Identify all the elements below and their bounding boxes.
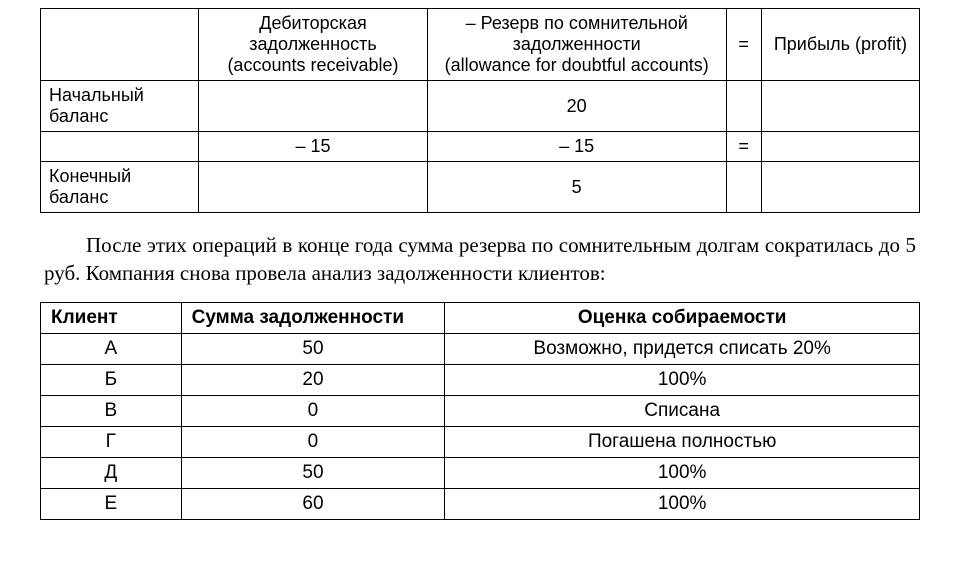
header-receivable: Дебиторская задолженность(accounts recei… [199,9,428,81]
row-label [41,132,199,162]
cell-assess: 100% [445,488,920,519]
cell-client: Г [41,426,182,457]
table-row: В 0 Списана [41,395,920,426]
cell: = [726,132,761,162]
cell-client: А [41,333,182,364]
table-header-row: Дебиторская задолженность(accounts recei… [41,9,920,81]
row-label: Начальный баланс [41,81,199,132]
cell [761,132,919,162]
header-assess: Оценка собираемости [445,302,920,333]
row-label: Конечный баланс [41,162,199,213]
cell [726,81,761,132]
cell [761,81,919,132]
header-profit: Прибыль (profit) [761,9,919,81]
cell [761,162,919,213]
page: Дебиторская задолженность(accounts recei… [0,0,960,583]
table-row: – 15 – 15 = [41,132,920,162]
table-row: Е 60 100% [41,488,920,519]
cell-sum: 50 [181,333,445,364]
table-row: Б 20 100% [41,364,920,395]
cell-sum: 0 [181,426,445,457]
cell-client: Б [41,364,182,395]
header-allowance: – Резерв по сомнительной задолженности(a… [427,9,726,81]
cell-assess: Погашена полностью [445,426,920,457]
cell-sum: 50 [181,457,445,488]
cell-assess: 100% [445,457,920,488]
table-row: А 50 Возможно, придется списать 20% [41,333,920,364]
cell-sum: 60 [181,488,445,519]
cell [199,81,428,132]
table-row: Д 50 100% [41,457,920,488]
table-header-row: Клиент Сумма задолженности Оценка собира… [41,302,920,333]
cell-client: В [41,395,182,426]
table-row: Г 0 Погашена полностью [41,426,920,457]
cell-assess: Возможно, придется списать 20% [445,333,920,364]
cell: – 15 [427,132,726,162]
cell-client: Д [41,457,182,488]
cell-sum: 20 [181,364,445,395]
cell: 20 [427,81,726,132]
table-row: Конечный баланс 5 [41,162,920,213]
cell [199,162,428,213]
cell-sum: 0 [181,395,445,426]
cell: – 15 [199,132,428,162]
cell-assess: Списана [445,395,920,426]
header-client: Клиент [41,302,182,333]
cell: 5 [427,162,726,213]
cell [726,162,761,213]
cell-assess: 100% [445,364,920,395]
table-row: Начальный баланс 20 [41,81,920,132]
header-blank [41,9,199,81]
table-allowance: Дебиторская задолженность(accounts recei… [40,8,920,213]
body-paragraph: После этих операций в конце года сумма р… [44,231,916,288]
cell-client: Е [41,488,182,519]
header-equals: = [726,9,761,81]
header-sum: Сумма задолженности [181,302,445,333]
table-clients: Клиент Сумма задолженности Оценка собира… [40,302,920,520]
